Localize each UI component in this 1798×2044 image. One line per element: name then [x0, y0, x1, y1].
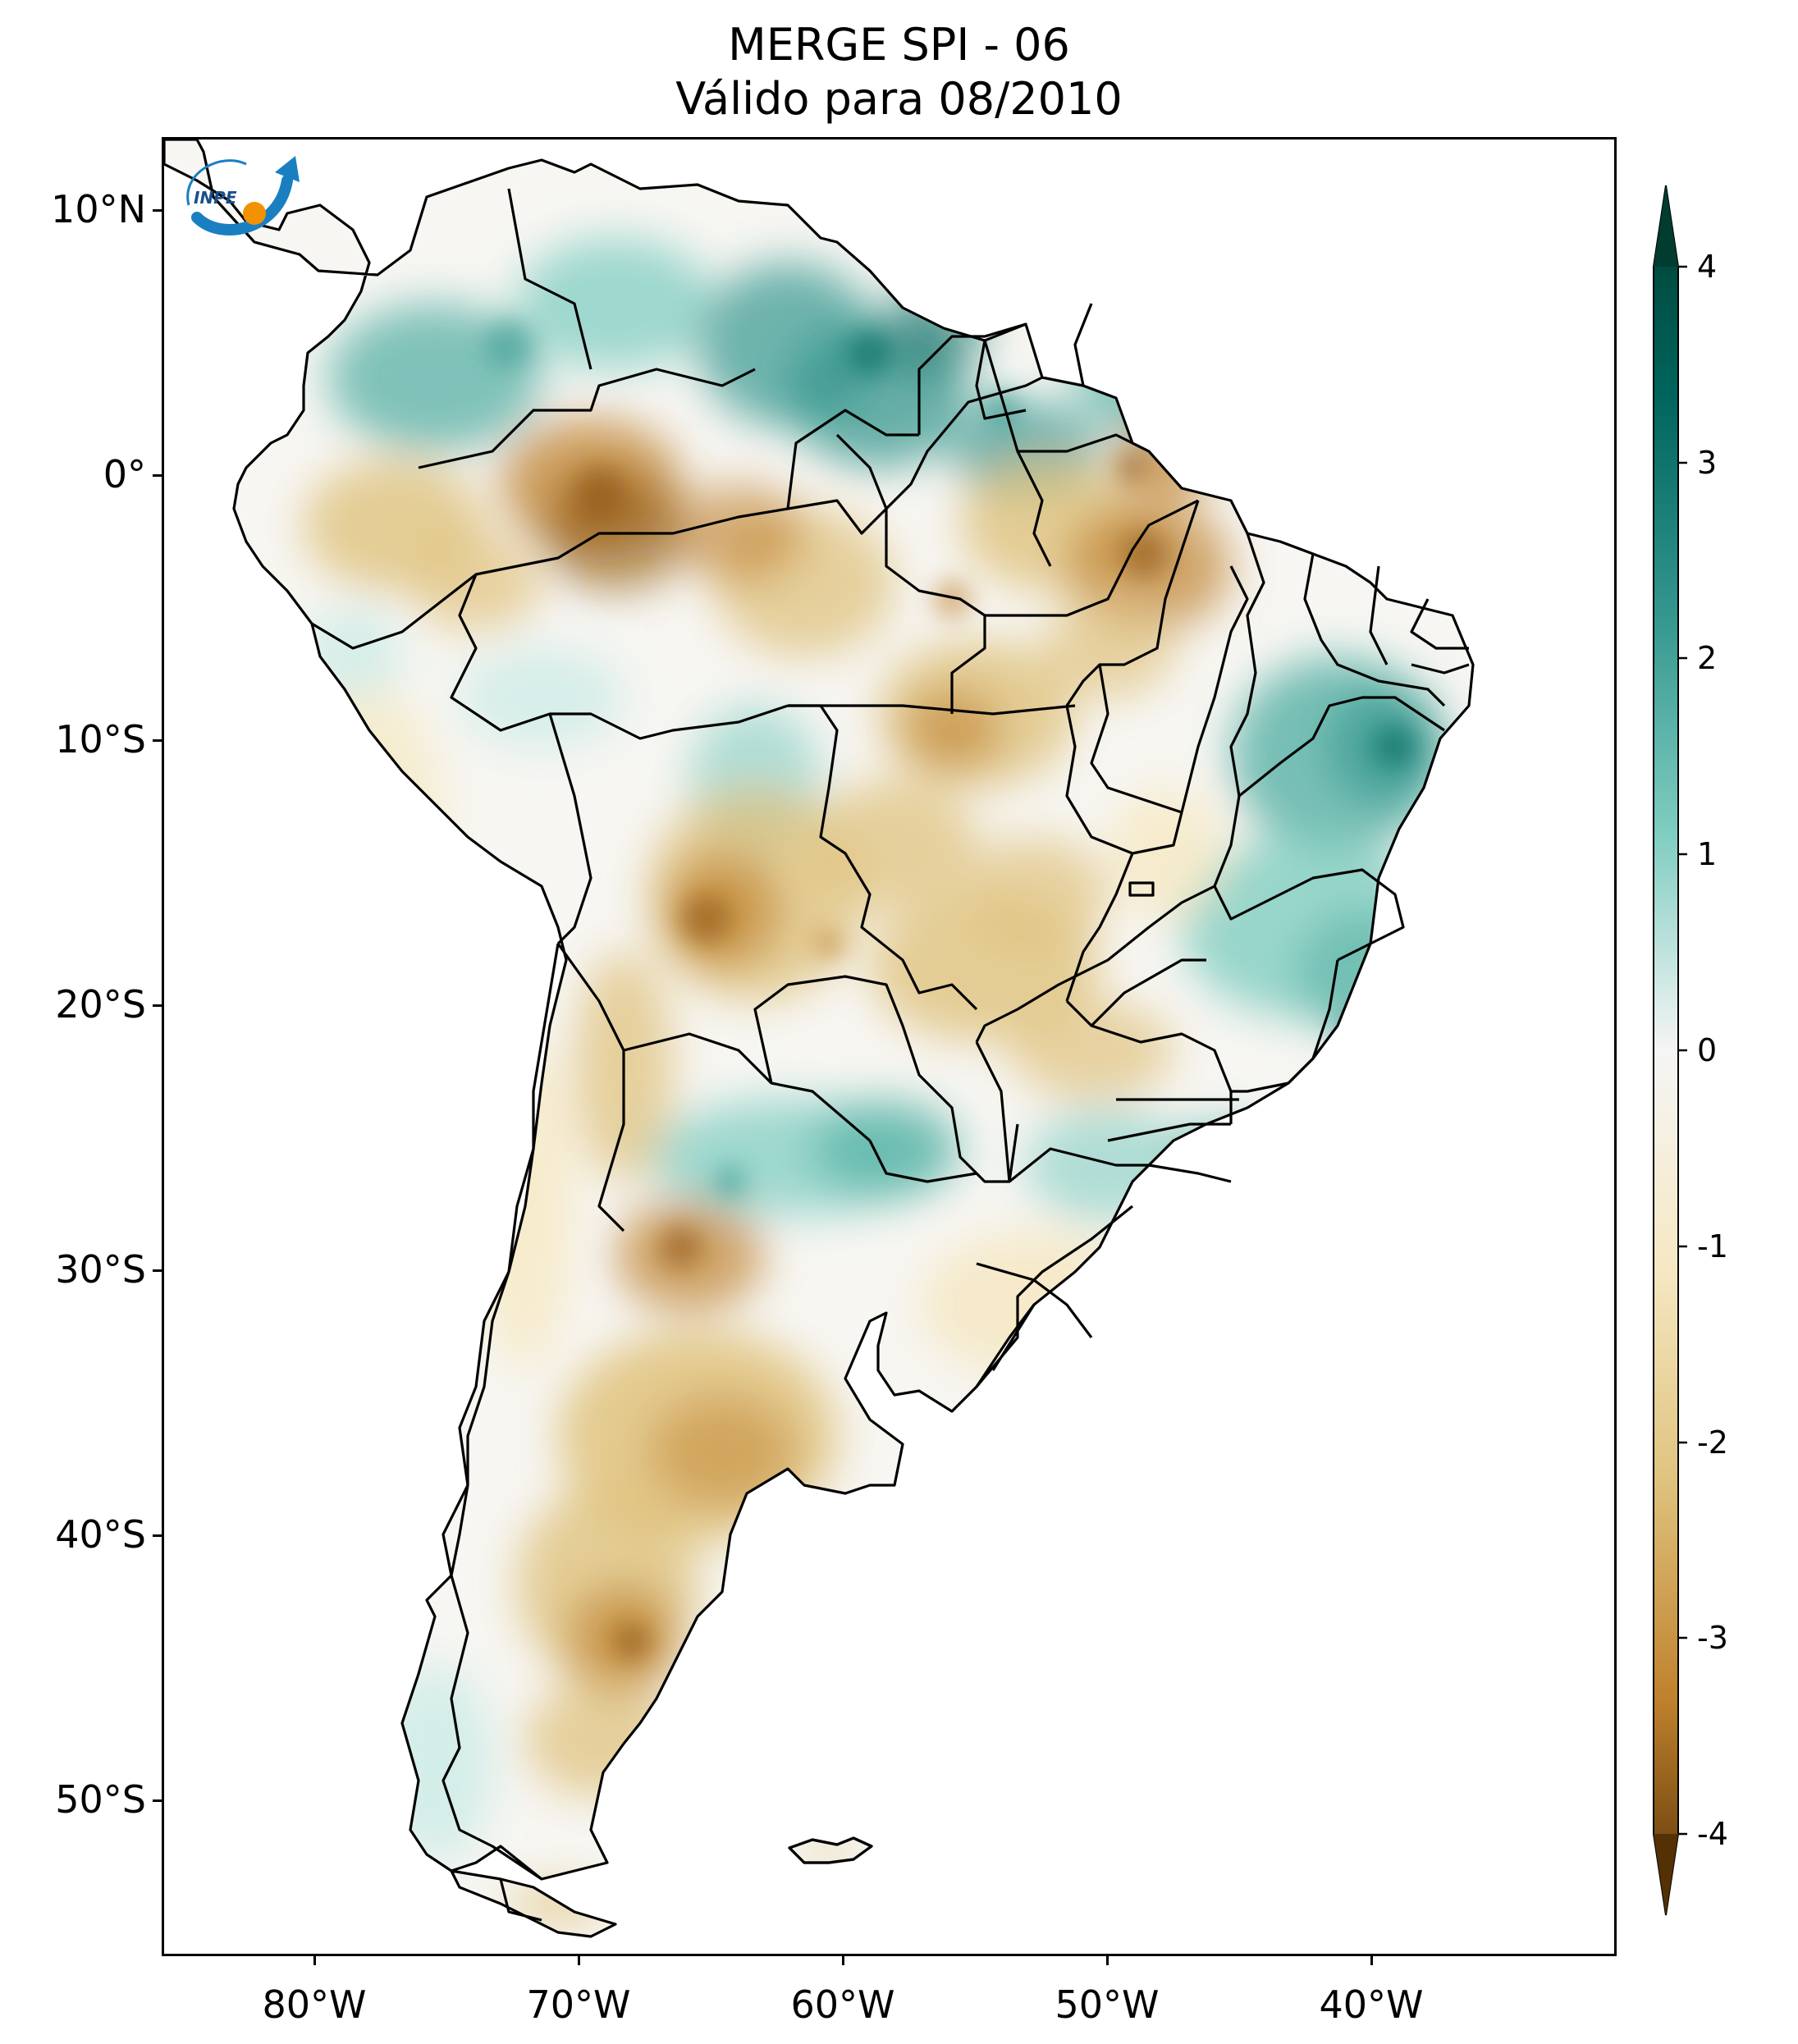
title-line-2: Válido para 08/2010: [675, 73, 1123, 125]
lat-label-10s: 10°S: [55, 717, 146, 761]
map-area: INPE: [162, 137, 1617, 1956]
logo-arc: [191, 175, 293, 235]
lon-label-60w: 60°W: [790, 1982, 895, 2027]
lat-tick: [153, 474, 162, 477]
lat-label-50s: 50°S: [55, 1777, 146, 1822]
lon-tick: [842, 1956, 844, 1965]
colorbar-gradient: [1653, 185, 1687, 1916]
south-america-map: [164, 139, 1475, 1938]
lon-label-40w: 40°W: [1319, 1982, 1424, 2027]
colorbar-tick-label: -3: [1697, 1620, 1728, 1656]
lon-tick: [313, 1956, 316, 1965]
lat-tick: [153, 1269, 162, 1272]
colorbar: 4 3 2 1 0 -1 -2 -3 -4: [1641, 181, 1798, 1920]
colorbar-tick-label: -2: [1697, 1424, 1728, 1461]
colorbar-tick-label: 4: [1697, 249, 1718, 285]
colorbar-tick-label: 3: [1697, 445, 1718, 481]
lon-tick: [1106, 1956, 1109, 1965]
boundaries: [164, 139, 1475, 1938]
lat-tick: [153, 739, 162, 742]
lon-tick: [578, 1956, 580, 1965]
lon-label-70w: 70°W: [526, 1982, 631, 2027]
lon-label-50w: 50°W: [1055, 1982, 1160, 2027]
lat-label-20s: 20°S: [55, 982, 146, 1027]
logo-dot: [243, 202, 266, 225]
logo-arrow-icon: [275, 156, 300, 182]
colorbar-tick-label: 1: [1697, 836, 1718, 872]
lat-label-0: 0°: [103, 452, 146, 496]
logo-thin-arc: [186, 159, 247, 206]
lat-label-40s: 40°S: [55, 1512, 146, 1557]
lon-label-80w: 80°W: [262, 1982, 367, 2027]
lon-tick: [1370, 1956, 1373, 1965]
logo-text: INPE: [194, 188, 237, 208]
lat-tick: [153, 1799, 162, 1802]
lat-label-30s: 30°S: [55, 1247, 146, 1292]
lat-label-10n: 10°N: [51, 187, 146, 231]
inpe-logo: INPE: [186, 156, 300, 235]
colorbar-tick-label: 2: [1697, 640, 1718, 676]
colorbar-tick-label: -4: [1697, 1816, 1728, 1852]
lat-tick: [153, 1004, 162, 1007]
colorbar-tick-label: -1: [1697, 1228, 1728, 1264]
lat-tick: [153, 1534, 162, 1537]
title-line-1: MERGE SPI - 06: [728, 19, 1070, 71]
lat-tick: [153, 209, 162, 212]
colorbar-tick-label: 0: [1697, 1032, 1718, 1068]
